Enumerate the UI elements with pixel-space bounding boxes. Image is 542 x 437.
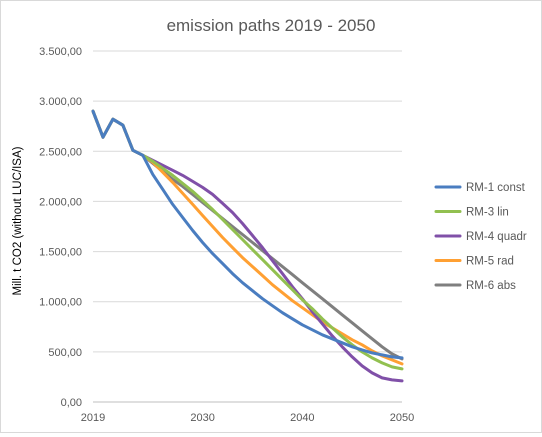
x-tick-label: 2040 <box>290 412 314 424</box>
y-tick-label: 500,00 <box>48 347 82 359</box>
gridlines <box>93 50 402 403</box>
legend-label-rm-6-abs: RM-6 abs <box>466 280 516 292</box>
y-tick-label: 2.500,00 <box>39 146 82 158</box>
y-tick-label: 3.500,00 <box>39 46 82 58</box>
x-tick-label: 2030 <box>190 412 214 424</box>
x-tick-label: 2019 <box>81 412 105 424</box>
chart-title: emission paths 2019 - 2050 <box>167 16 376 35</box>
y-axis-label: Mill. t CO2 (without LUC/ISA) <box>12 146 24 295</box>
y-tick-label: 0,00 <box>61 397 82 409</box>
y-tick-label: 1.500,00 <box>39 247 82 259</box>
series-line-rm-1-const <box>91 109 404 360</box>
series-line-rm-6-abs <box>91 109 404 361</box>
y-axis-ticks: 0,00 500,00 1.000,00 1.500,00 2.000,00 2.500,… <box>39 46 82 409</box>
legend-label-rm-4-quadr: RM-4 quadr <box>466 231 527 243</box>
x-axis-ticks: 2019 2030 2040 2050 <box>81 412 414 424</box>
y-tick-label: 3.000,00 <box>39 96 82 108</box>
legend-label-rm-5-rad: RM-5 rad <box>466 256 514 268</box>
legend-label-rm-1-const: RM-1 const <box>466 182 526 194</box>
y-tick-label: 2.000,00 <box>39 196 82 208</box>
legend: RM-1 const RM-3 lin RM-4 quadr RM-5 rad RM-6… <box>434 182 527 292</box>
x-tick-label: 2050 <box>390 412 414 424</box>
y-tick-label: 1.000,00 <box>39 297 82 309</box>
legend-label-rm-3-lin: RM-3 lin <box>466 207 509 219</box>
series-lines <box>91 109 404 383</box>
